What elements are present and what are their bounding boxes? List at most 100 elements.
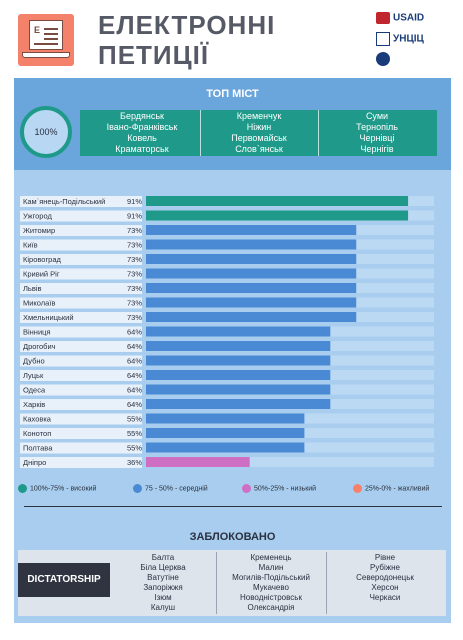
ucip-logo-icon — [376, 32, 390, 46]
document-icon: E — [29, 20, 63, 50]
value-label: 73% — [127, 270, 142, 279]
top-city: Ковель — [127, 133, 157, 143]
value-label: 73% — [127, 299, 142, 308]
category-label: Кам`янець-Подільський — [23, 197, 105, 206]
blocked-town: Біла Церква — [140, 563, 186, 572]
sponsor-ucip: УНЦІЦ — [376, 32, 424, 46]
legend-dot-icon — [18, 484, 27, 493]
legend-label: 50%-25% - низький — [254, 485, 317, 493]
category-label: Дубно — [23, 357, 45, 366]
usaid-flag-icon — [376, 12, 390, 24]
bar — [146, 239, 357, 250]
percent-circle: 100% — [20, 106, 72, 158]
bar-label-bg — [20, 442, 142, 454]
top-city: Суми — [365, 111, 389, 121]
top-city: Кременчук — [236, 111, 282, 121]
blocked-town: Рівне — [374, 553, 396, 562]
bar-label-bg — [20, 239, 142, 251]
bar — [146, 210, 409, 221]
blocked-town: Новодністровськ — [240, 593, 302, 602]
blocked-town: Олександрія — [247, 603, 295, 612]
category-label: Конотоп — [23, 429, 51, 438]
top-city: Бердянськ — [120, 111, 164, 121]
category-label: Львів — [23, 284, 41, 293]
category-label: Харків — [23, 400, 45, 409]
bar — [146, 254, 357, 264]
bar-label-bg — [20, 312, 142, 323]
blocked-town: Балта — [151, 553, 175, 562]
blocked-town: Черкаси — [369, 593, 401, 602]
category-label: Житомир — [23, 226, 55, 235]
bar-label-bg — [20, 210, 142, 222]
value-label: 73% — [127, 255, 142, 264]
top-city: Тернопіль — [356, 122, 398, 132]
top-city: Краматорськ — [115, 144, 169, 154]
value-label: 73% — [127, 226, 142, 235]
legend-dot-icon — [242, 484, 251, 493]
blocked-town: Ватутіне — [147, 573, 179, 582]
category-label: Київ — [23, 241, 38, 250]
blocked-town: Кременець — [250, 553, 292, 562]
bar — [146, 341, 331, 351]
legend-dot-icon — [353, 484, 362, 493]
bar-label-bg — [20, 399, 142, 410]
top-city: Ніжин — [246, 122, 272, 132]
bar-label-bg — [20, 457, 142, 468]
top-city: Слов`янськ — [235, 144, 283, 154]
top-city: Чернігів — [360, 144, 394, 154]
value-label: 64% — [127, 386, 142, 395]
bar-label-bg — [20, 355, 142, 367]
bar — [146, 312, 357, 322]
bar — [146, 225, 357, 235]
legend-item: 25%-0% - жахливий — [353, 484, 429, 493]
blocked-town: Ізюм — [154, 593, 172, 602]
value-label: 73% — [127, 241, 142, 250]
legend-label: 25%-0% - жахливий — [365, 485, 430, 493]
bar-label-bg — [20, 370, 142, 381]
dictatorship-badge: DICTATORSHIP — [18, 563, 110, 597]
value-label: 55% — [127, 444, 142, 453]
blocked-town: Рубіжне — [369, 563, 400, 572]
legend-item: 50%-25% - низький — [242, 484, 316, 493]
value-label: 64% — [127, 400, 142, 409]
value-label: 36% — [127, 458, 142, 467]
blocked-town: Херсон — [371, 583, 399, 592]
blocked-town: Малин — [258, 563, 284, 572]
value-label: 55% — [127, 429, 142, 438]
bar-track — [146, 457, 434, 467]
top-city: Івано-Франківськ — [106, 122, 178, 132]
header: E ЕЛЕКТРОННІ ПЕТИЦІЇ USAID УНЦІЦ — [0, 0, 463, 78]
bar — [146, 442, 305, 453]
category-label: Кіровоград — [23, 255, 62, 264]
bar — [146, 283, 357, 293]
legend-dot-icon — [133, 484, 142, 493]
category-label: Одеса — [23, 386, 46, 395]
blocked-title: ЗАБЛОКОВАНО — [189, 531, 276, 543]
top-city: Первомайськ — [231, 133, 287, 143]
legend-label: 75 - 50% - середній — [145, 485, 208, 493]
category-label: Каховка — [23, 415, 52, 424]
category-label: Вінниця — [23, 328, 51, 337]
bar — [146, 384, 331, 395]
bar-label-bg — [20, 326, 142, 338]
legend-item: 100%-75% - високий — [18, 484, 96, 493]
sponsor-third — [376, 52, 393, 66]
category-label: Дрогобич — [23, 342, 56, 351]
bar-label-bg — [20, 254, 142, 265]
category-label: Миколаїв — [23, 299, 55, 308]
bar-label-bg — [20, 196, 142, 207]
category-label: Кривий Ріг — [23, 270, 60, 279]
blocked-town: Калуш — [150, 603, 176, 612]
value-label: 91% — [127, 212, 142, 221]
bar — [146, 297, 357, 308]
category-label: Ужгород — [23, 212, 52, 221]
bar — [146, 370, 331, 380]
bar-label-bg — [20, 384, 142, 396]
partner-logo-icon — [376, 52, 390, 66]
value-label: 91% — [127, 197, 142, 206]
bar — [146, 457, 250, 467]
blocked-town: Могилів-Подільський — [232, 573, 310, 582]
category-label: Луцьк — [23, 371, 44, 380]
bar-label-bg — [20, 297, 142, 309]
